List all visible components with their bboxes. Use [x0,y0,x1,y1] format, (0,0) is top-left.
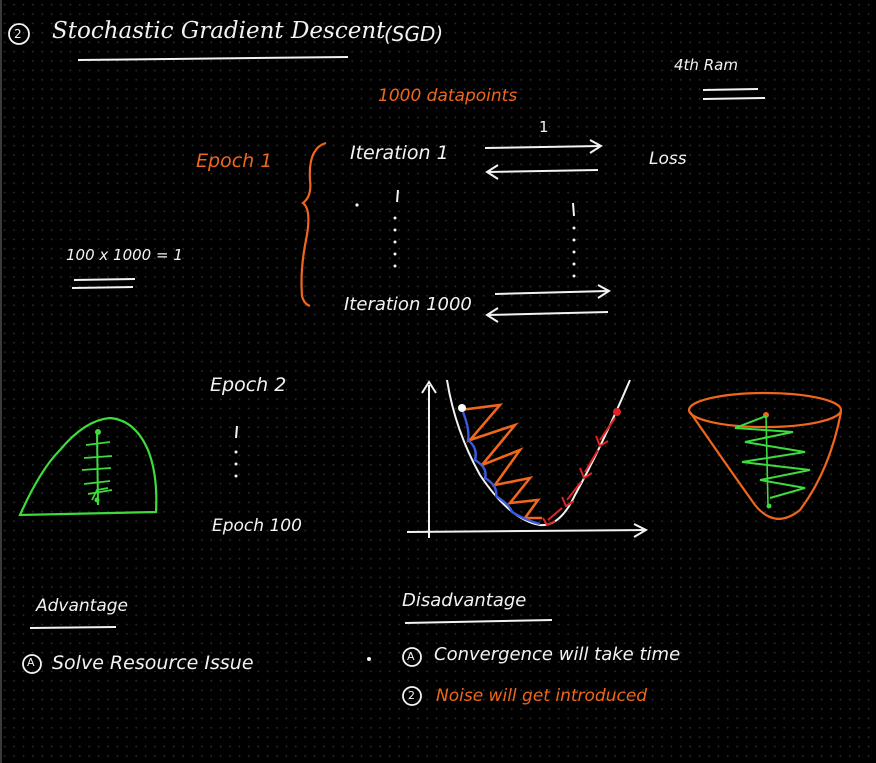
backward-arrow-top [486,169,599,173]
advantage-item: Solve Resource Issue [52,652,254,674]
disadvantage-underline [404,619,553,624]
forward-arrowhead-top [589,139,603,154]
loss-label: Loss [649,149,687,169]
disadvantage-item2: Noise will get introduced [436,686,648,706]
disadvantage-marker2-circle [402,686,422,706]
backward-arrow-bottom [486,311,609,316]
heading-number-circle [8,23,30,45]
loss-curve-sketch [406,379,649,538]
heading-number: 2 [14,27,22,41]
equation-underline-2 [71,286,134,289]
page-left-border [0,0,2,763]
green-hill-sketch [18,416,158,517]
bullet-dot [367,657,371,661]
backward-arrowhead-top [485,164,499,180]
loss-ellipsis [572,202,576,278]
epoch2-label: Epoch 2 [210,374,287,396]
backward-arrowhead-bottom [485,307,499,323]
ram-note: 4th Ram [674,56,738,74]
equation: 100 x 1000 = 1 [66,246,183,264]
bowl-sketch [687,391,843,520]
equation-underline-1 [73,278,136,281]
epoch1-label: Epoch 1 [196,150,273,172]
heading-title: Stochastic Gradient Descent [52,18,386,44]
advantage-marker-circle [22,654,42,674]
disadvantage-marker1-circle [402,647,422,667]
iteration1-label: Iteration 1 [350,142,449,164]
advantage-title: Advantage [36,596,129,616]
epoch100-label: Epoch 100 [212,516,302,536]
iteration1000-label: Iteration 1000 [344,294,472,315]
forward-arrowhead-bottom [597,284,611,299]
disadvantage-marker1: A [407,650,415,663]
heading-underline [77,56,349,61]
forward-arrow-bottom [494,290,609,295]
epoch-brace [300,141,327,308]
ram-underline-2 [702,97,766,100]
disadvantage-item1: Convergence will take time [434,644,681,665]
epoch-ellipsis [234,425,238,478]
iteration-ellipsis [355,189,399,268]
heading-abbr: (SGD) [384,22,444,46]
forward-arrow-top [484,145,601,149]
advantage-underline [29,626,117,629]
datapoints-label: 1000 datapoints [378,86,518,106]
disadvantage-title: Disadvantage [402,590,527,611]
arrow-step-label: 1 [539,118,549,136]
disadvantage-marker2: 2 [408,689,415,702]
advantage-marker: A [27,656,35,669]
ram-underline-1 [702,88,759,91]
